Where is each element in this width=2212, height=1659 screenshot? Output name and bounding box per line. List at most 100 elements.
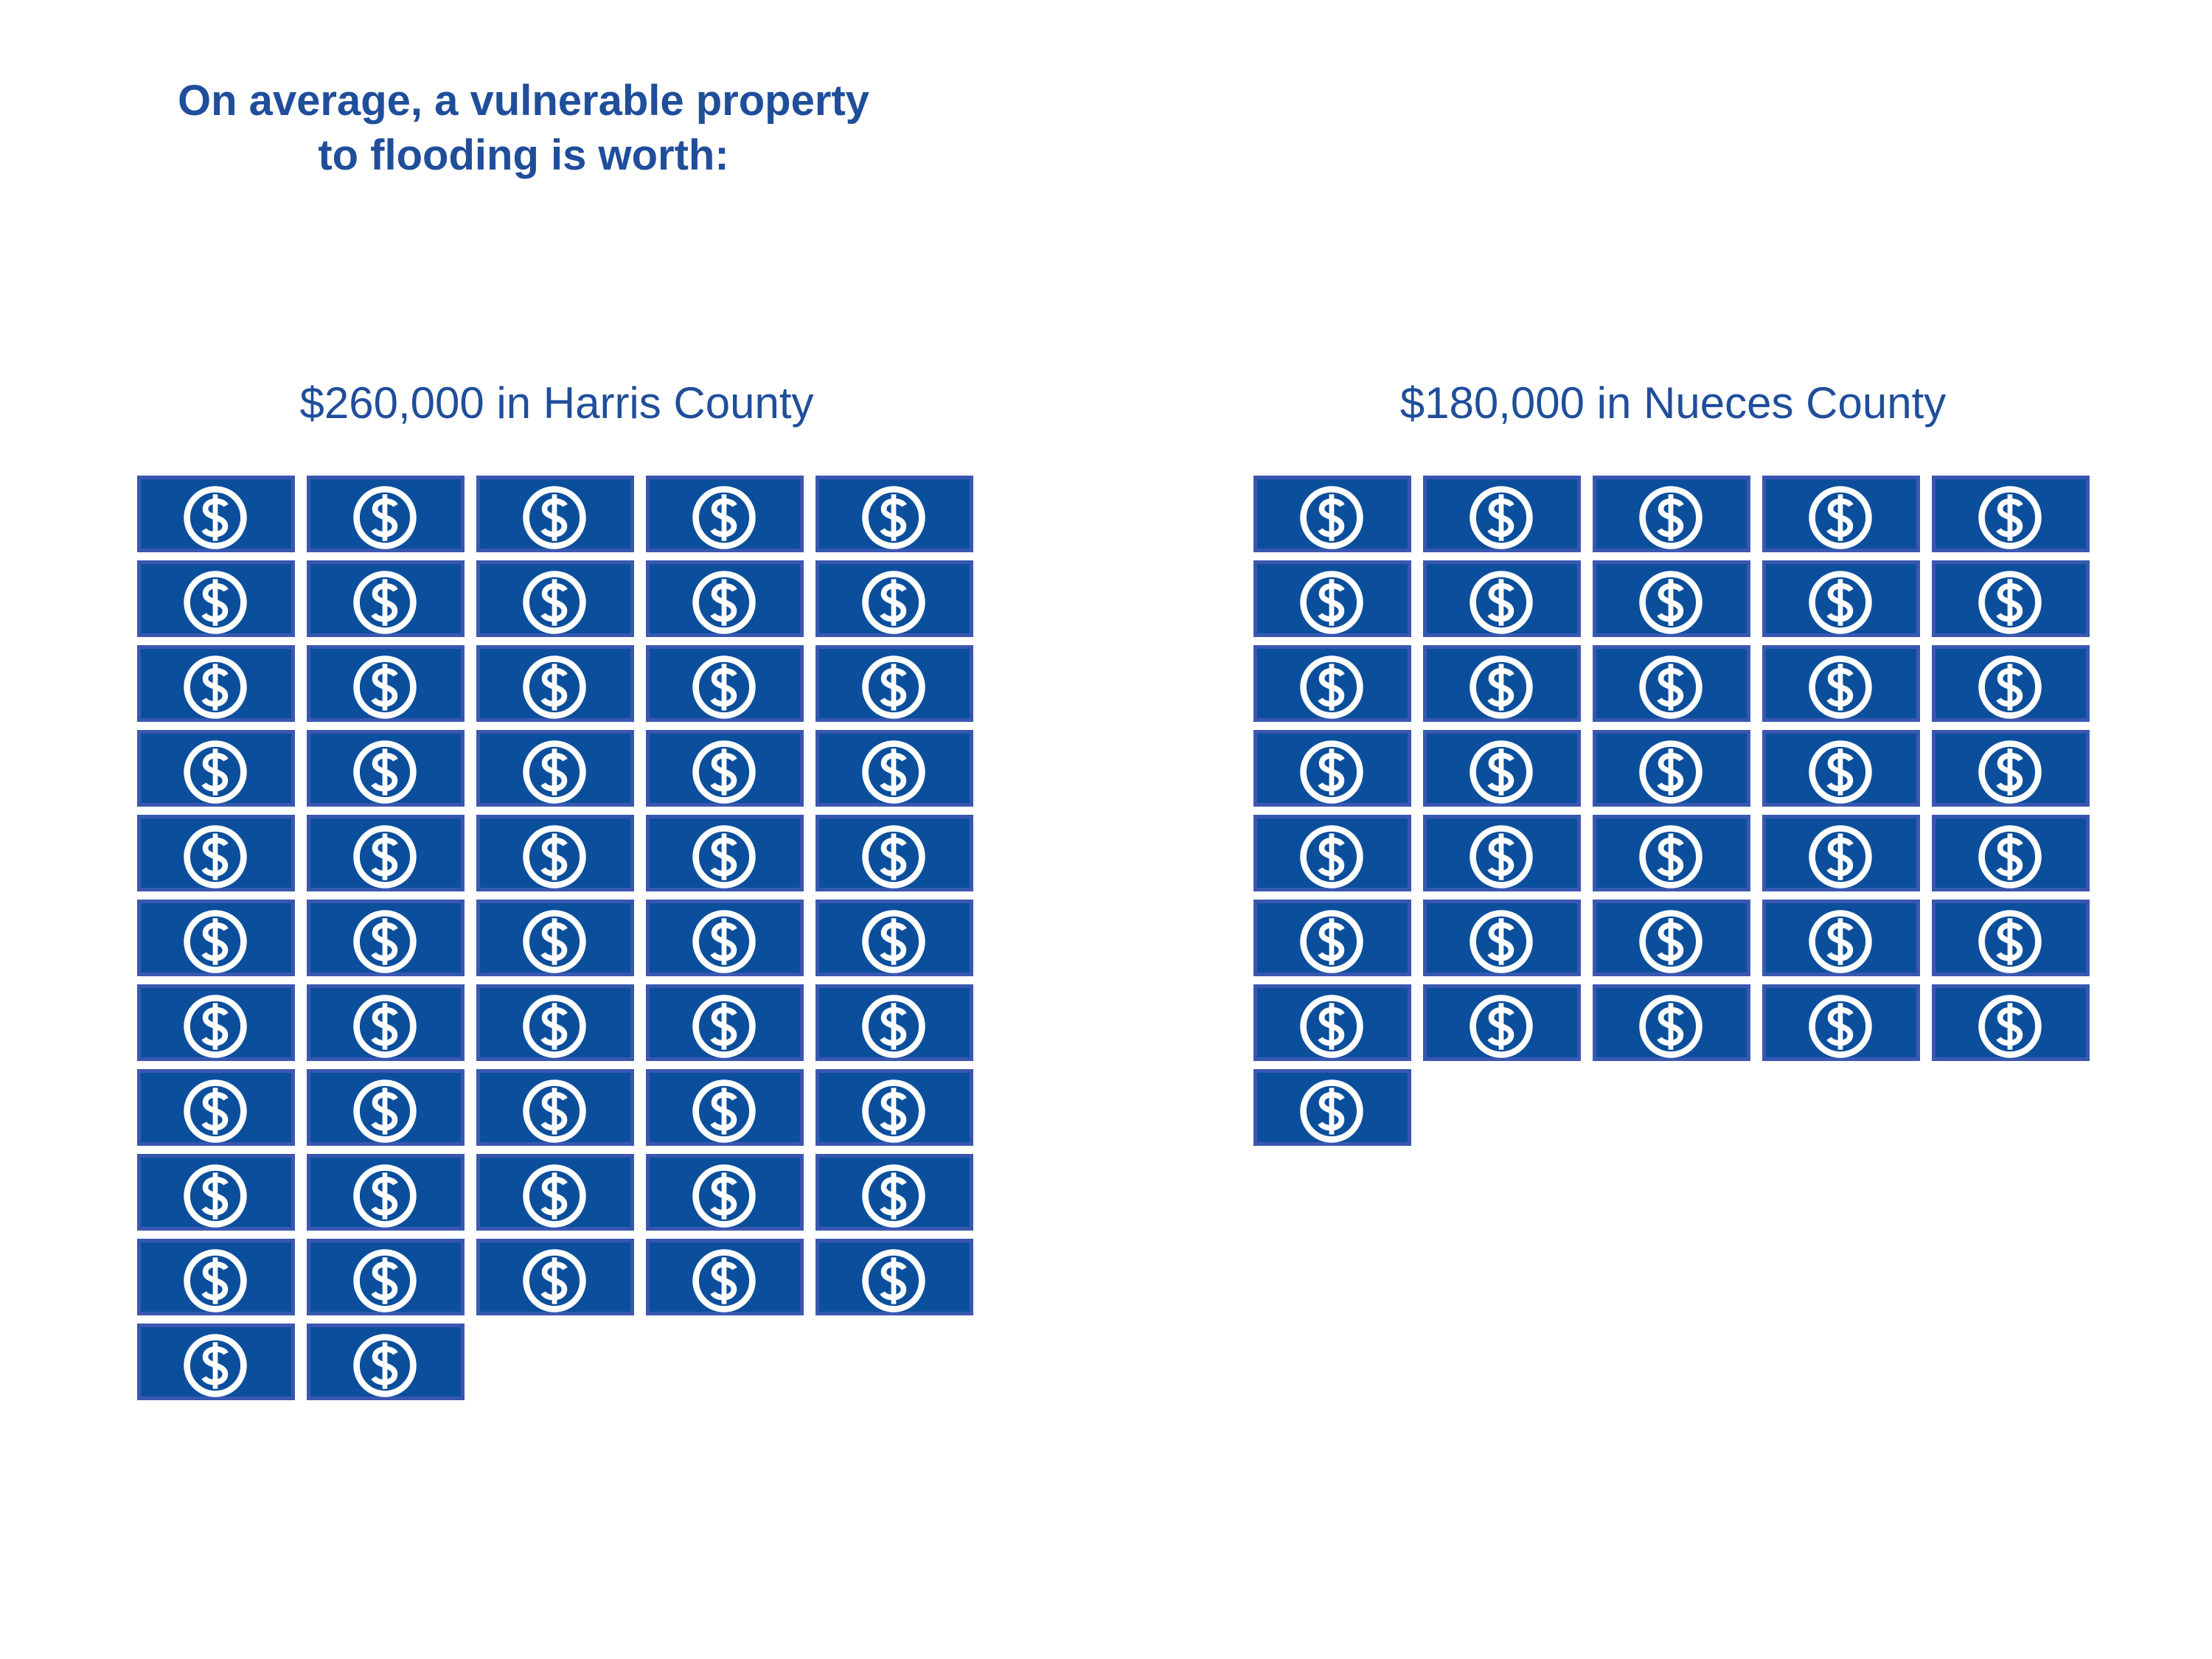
dollar-sign-icon [1470, 910, 1533, 973]
dollar-bill-icon [1253, 645, 1411, 722]
dollar-bill-icon [137, 1069, 295, 1146]
dollar-bill-icon [1762, 645, 1920, 722]
dollar-sign-icon [184, 910, 247, 973]
dollar-sign-icon [1300, 486, 1363, 549]
dollar-bill-icon [307, 730, 465, 807]
dollar-bill-icon [307, 560, 465, 637]
dollar-bill-icon [137, 645, 295, 722]
dollar-bill-icon [307, 1239, 465, 1315]
dollar-bill-icon [646, 476, 804, 552]
dollar-sign-icon [692, 486, 756, 549]
dollar-bill-icon [476, 1069, 634, 1146]
dollar-sign-icon [353, 910, 417, 973]
headline: On average, a vulnerable property to flo… [88, 74, 959, 183]
dollar-bill-icon [1593, 730, 1750, 807]
dollar-sign-icon [692, 740, 756, 804]
nueces-county-bill-grid [1253, 476, 2094, 1405]
dollar-bill-icon [1932, 476, 2090, 552]
dollar-bill-icon [476, 476, 634, 552]
dollar-sign-icon [1809, 995, 1872, 1058]
dollar-bill-icon [1423, 645, 1581, 722]
dollar-bill-icon [1253, 984, 1411, 1061]
dollar-sign-icon [1300, 655, 1363, 719]
dollar-sign-icon [1639, 995, 1703, 1058]
dollar-bill-icon [476, 1239, 634, 1315]
dollar-sign-icon [1470, 740, 1533, 804]
dollar-bill-icon [137, 815, 295, 891]
dollar-sign-icon [523, 571, 586, 634]
dollar-sign-icon [1300, 1079, 1363, 1143]
dollar-bill-icon [1762, 730, 1920, 807]
dollar-bill-icon [476, 900, 634, 976]
dollar-sign-icon [353, 1079, 417, 1143]
dollar-sign-icon [862, 655, 925, 719]
dollar-sign-icon [1300, 571, 1363, 634]
dollar-sign-icon [353, 995, 417, 1058]
dollar-sign-icon [862, 1249, 925, 1312]
dollar-bill-icon [476, 645, 634, 722]
dollar-bill-icon [1762, 815, 1920, 891]
dollar-bill-icon [646, 560, 804, 637]
dollar-bill-icon [815, 560, 973, 637]
dollar-bill-icon [1762, 476, 1920, 552]
dollar-sign-icon [1809, 825, 1872, 888]
dollar-bill-icon [1593, 560, 1750, 637]
dollar-sign-icon [1639, 655, 1703, 719]
dollar-sign-icon [862, 486, 925, 549]
dollar-sign-icon [184, 1079, 247, 1143]
dollar-sign-icon [862, 910, 925, 973]
dollar-sign-icon [184, 995, 247, 1058]
dollar-sign-icon [523, 1249, 586, 1312]
dollar-sign-icon [862, 825, 925, 888]
dollar-sign-icon [523, 655, 586, 719]
dollar-sign-icon [1639, 910, 1703, 973]
dollar-sign-icon [692, 1164, 756, 1228]
dollar-sign-icon [1978, 486, 2042, 549]
dollar-sign-icon [862, 1079, 925, 1143]
dollar-bill-icon [815, 476, 973, 552]
dollar-sign-icon [1978, 655, 2042, 719]
dollar-sign-icon [353, 1164, 417, 1228]
dollar-sign-icon [1978, 740, 2042, 804]
dollar-bill-icon [1932, 900, 2090, 976]
dollar-sign-icon [353, 740, 417, 804]
dollar-sign-icon [692, 995, 756, 1058]
dollar-sign-icon [1300, 910, 1363, 973]
dollar-bill-icon [815, 900, 973, 976]
dollar-bill-icon [1932, 815, 2090, 891]
dollar-sign-icon [692, 910, 756, 973]
dollar-sign-icon [353, 1334, 417, 1397]
dollar-sign-icon [523, 486, 586, 549]
dollar-sign-icon [692, 1079, 756, 1143]
dollar-bill-icon [137, 1154, 295, 1231]
dollar-sign-icon [1639, 825, 1703, 888]
dollar-bill-icon [476, 560, 634, 637]
dollar-sign-icon [184, 571, 247, 634]
dollar-bill-icon [137, 1324, 295, 1400]
dollar-bill-icon [137, 730, 295, 807]
dollar-bill-icon [476, 730, 634, 807]
dollar-bill-icon [307, 645, 465, 722]
dollar-sign-icon [523, 740, 586, 804]
headline-line-2: to flooding is worth: [318, 131, 729, 179]
dollar-sign-icon [1470, 571, 1533, 634]
dollar-sign-icon [523, 825, 586, 888]
dollar-bill-icon [1932, 645, 2090, 722]
dollar-bill-icon [815, 1069, 973, 1146]
dollar-sign-icon [184, 1334, 247, 1397]
dollar-bill-icon [307, 1069, 465, 1146]
dollar-bill-icon [1593, 645, 1750, 722]
dollar-bill-icon [646, 645, 804, 722]
dollar-bill-icon [815, 984, 973, 1061]
dollar-bill-icon [646, 815, 804, 891]
dollar-bill-icon [307, 1154, 465, 1231]
dollar-bill-icon [815, 1154, 973, 1231]
dollar-bill-icon [646, 1239, 804, 1315]
dollar-bill-icon [1762, 984, 1920, 1061]
harris-county-bill-grid [137, 476, 978, 1405]
dollar-sign-icon [862, 571, 925, 634]
dollar-bill-icon [1423, 900, 1581, 976]
dollar-sign-icon [692, 571, 756, 634]
dollar-sign-icon [1470, 486, 1533, 549]
dollar-sign-icon [1978, 825, 2042, 888]
